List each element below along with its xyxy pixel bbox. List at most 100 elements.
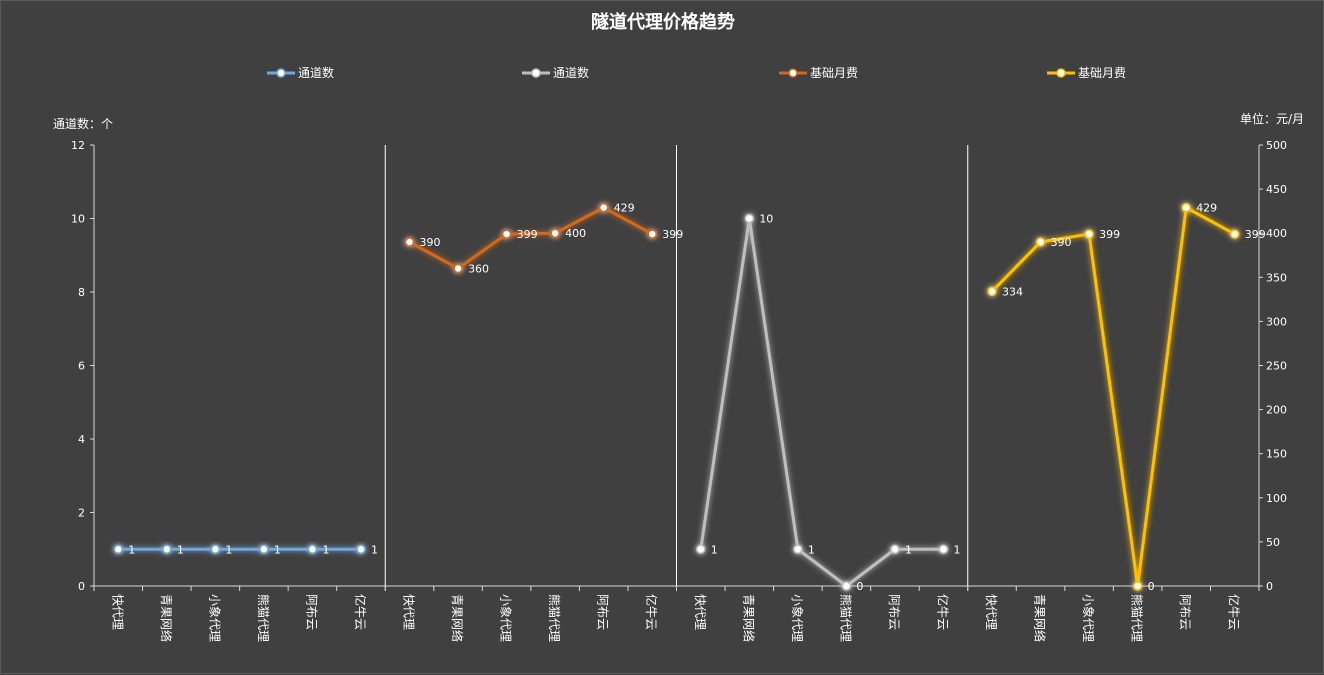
legend-label: 基础月费 (1078, 66, 1126, 80)
data-point (1132, 581, 1143, 591)
category-label: 亿牛云 (935, 594, 950, 630)
data-label: 429 (1196, 202, 1217, 215)
category-label: 青果网络 (1033, 594, 1048, 642)
category-label: 快代理 (693, 594, 707, 630)
data-point (113, 544, 124, 554)
data-label: 399 (517, 228, 538, 241)
category-label: 快代理 (984, 594, 998, 630)
category-label: 小象代理 (1081, 594, 1095, 642)
series-line (699, 217, 944, 588)
data-point (162, 544, 172, 554)
legend-item: 通道数 (267, 65, 334, 80)
data-point (1181, 202, 1191, 213)
data-point (356, 544, 366, 554)
chart-title: 隧道代理价格趋势 (591, 11, 735, 33)
data-label: 400 (565, 227, 586, 240)
data-point (1084, 229, 1094, 239)
data-point (938, 544, 949, 554)
data-label: 1 (953, 543, 960, 556)
data-point (404, 237, 415, 247)
data-label: 334 (1002, 285, 1023, 298)
legend-marker (1056, 68, 1066, 78)
data-point (841, 581, 852, 591)
category-label: 快代理 (110, 594, 124, 630)
category-label: 快代理 (402, 594, 416, 630)
right-tick-label: 350 (1266, 271, 1287, 284)
data-label: 1 (274, 543, 281, 556)
data-label: 360 (468, 262, 489, 275)
left-tick-label: 10 (71, 213, 85, 226)
data-point (1035, 237, 1046, 247)
category-label: 阿布云 (887, 594, 901, 630)
category-label: 青果网络 (741, 594, 756, 642)
data-point (987, 286, 997, 297)
left-tick-label: 8 (78, 286, 85, 299)
data-label: 390 (420, 236, 441, 249)
data-point (744, 213, 755, 224)
data-point (647, 229, 657, 239)
category-label: 阿布云 (1178, 594, 1192, 630)
category-label: 阿布云 (304, 594, 318, 630)
right-tick-label: 250 (1266, 360, 1287, 373)
data-label: 429 (614, 202, 635, 215)
category-label: 亿牛云 (353, 594, 368, 630)
right-tick-label: 300 (1266, 315, 1287, 328)
category-label: 小象代理 (207, 594, 221, 642)
series-line (990, 206, 1236, 588)
left-tick-label: 2 (78, 507, 85, 520)
category-label: 亿牛云 (1227, 594, 1242, 630)
right-tick-label: 400 (1266, 227, 1287, 240)
axes: 024681012050100150200250300350400450500快… (71, 139, 1287, 642)
data-label: 399 (662, 228, 683, 241)
legend-item: 基础月费 (1047, 66, 1126, 80)
right-tick-label: 0 (1266, 580, 1273, 593)
right-tick-label: 150 (1266, 448, 1287, 461)
data-label: 10 (759, 213, 773, 226)
legend-marker (276, 68, 286, 78)
left-axis-unit: 通道数：个 (53, 116, 113, 131)
data-point (307, 544, 318, 554)
category-label: 熊猫代理 (1130, 594, 1145, 642)
series-1 (696, 213, 949, 591)
right-tick-label: 500 (1266, 139, 1287, 152)
category-label: 阿布云 (596, 594, 610, 630)
data-label: 1 (225, 543, 232, 556)
data-point (550, 228, 560, 238)
series-3 (987, 202, 1240, 591)
data-label: 0 (1148, 580, 1155, 593)
left-tick-label: 4 (78, 433, 85, 446)
data-label: 390 (1051, 236, 1072, 249)
series-2 (404, 202, 657, 274)
data-label: 1 (808, 543, 815, 556)
category-label: 小象代理 (790, 594, 804, 642)
data-point (1229, 229, 1240, 239)
data-point (259, 544, 269, 554)
legend-label: 通道数 (298, 65, 334, 80)
data-point (598, 202, 609, 213)
legend-label: 基础月费 (810, 66, 858, 80)
category-label: 熊猫代理 (547, 594, 562, 642)
category-label: 青果网络 (159, 594, 174, 642)
category-label: 青果网络 (450, 594, 465, 642)
left-tick-label: 6 (78, 360, 85, 373)
data-point (210, 544, 221, 554)
right-axis-unit: 单位：元/月 (1240, 111, 1304, 126)
data-label: 1 (177, 543, 184, 556)
category-label: 亿牛云 (644, 594, 659, 630)
data-label: 0 (856, 580, 863, 593)
right-tick-label: 200 (1266, 404, 1287, 417)
data-label: 399 (1245, 228, 1266, 241)
category-label: 小象代理 (499, 594, 513, 642)
data-point (793, 544, 803, 554)
left-tick-label: 12 (71, 139, 85, 152)
series-line (408, 206, 653, 270)
category-label: 熊猫代理 (256, 594, 271, 642)
data-label: 399 (1099, 228, 1120, 241)
data-point (696, 544, 706, 554)
data-label: 1 (322, 543, 329, 556)
right-tick-label: 100 (1266, 492, 1287, 505)
category-label: 熊猫代理 (838, 594, 853, 642)
data-point (890, 544, 900, 554)
